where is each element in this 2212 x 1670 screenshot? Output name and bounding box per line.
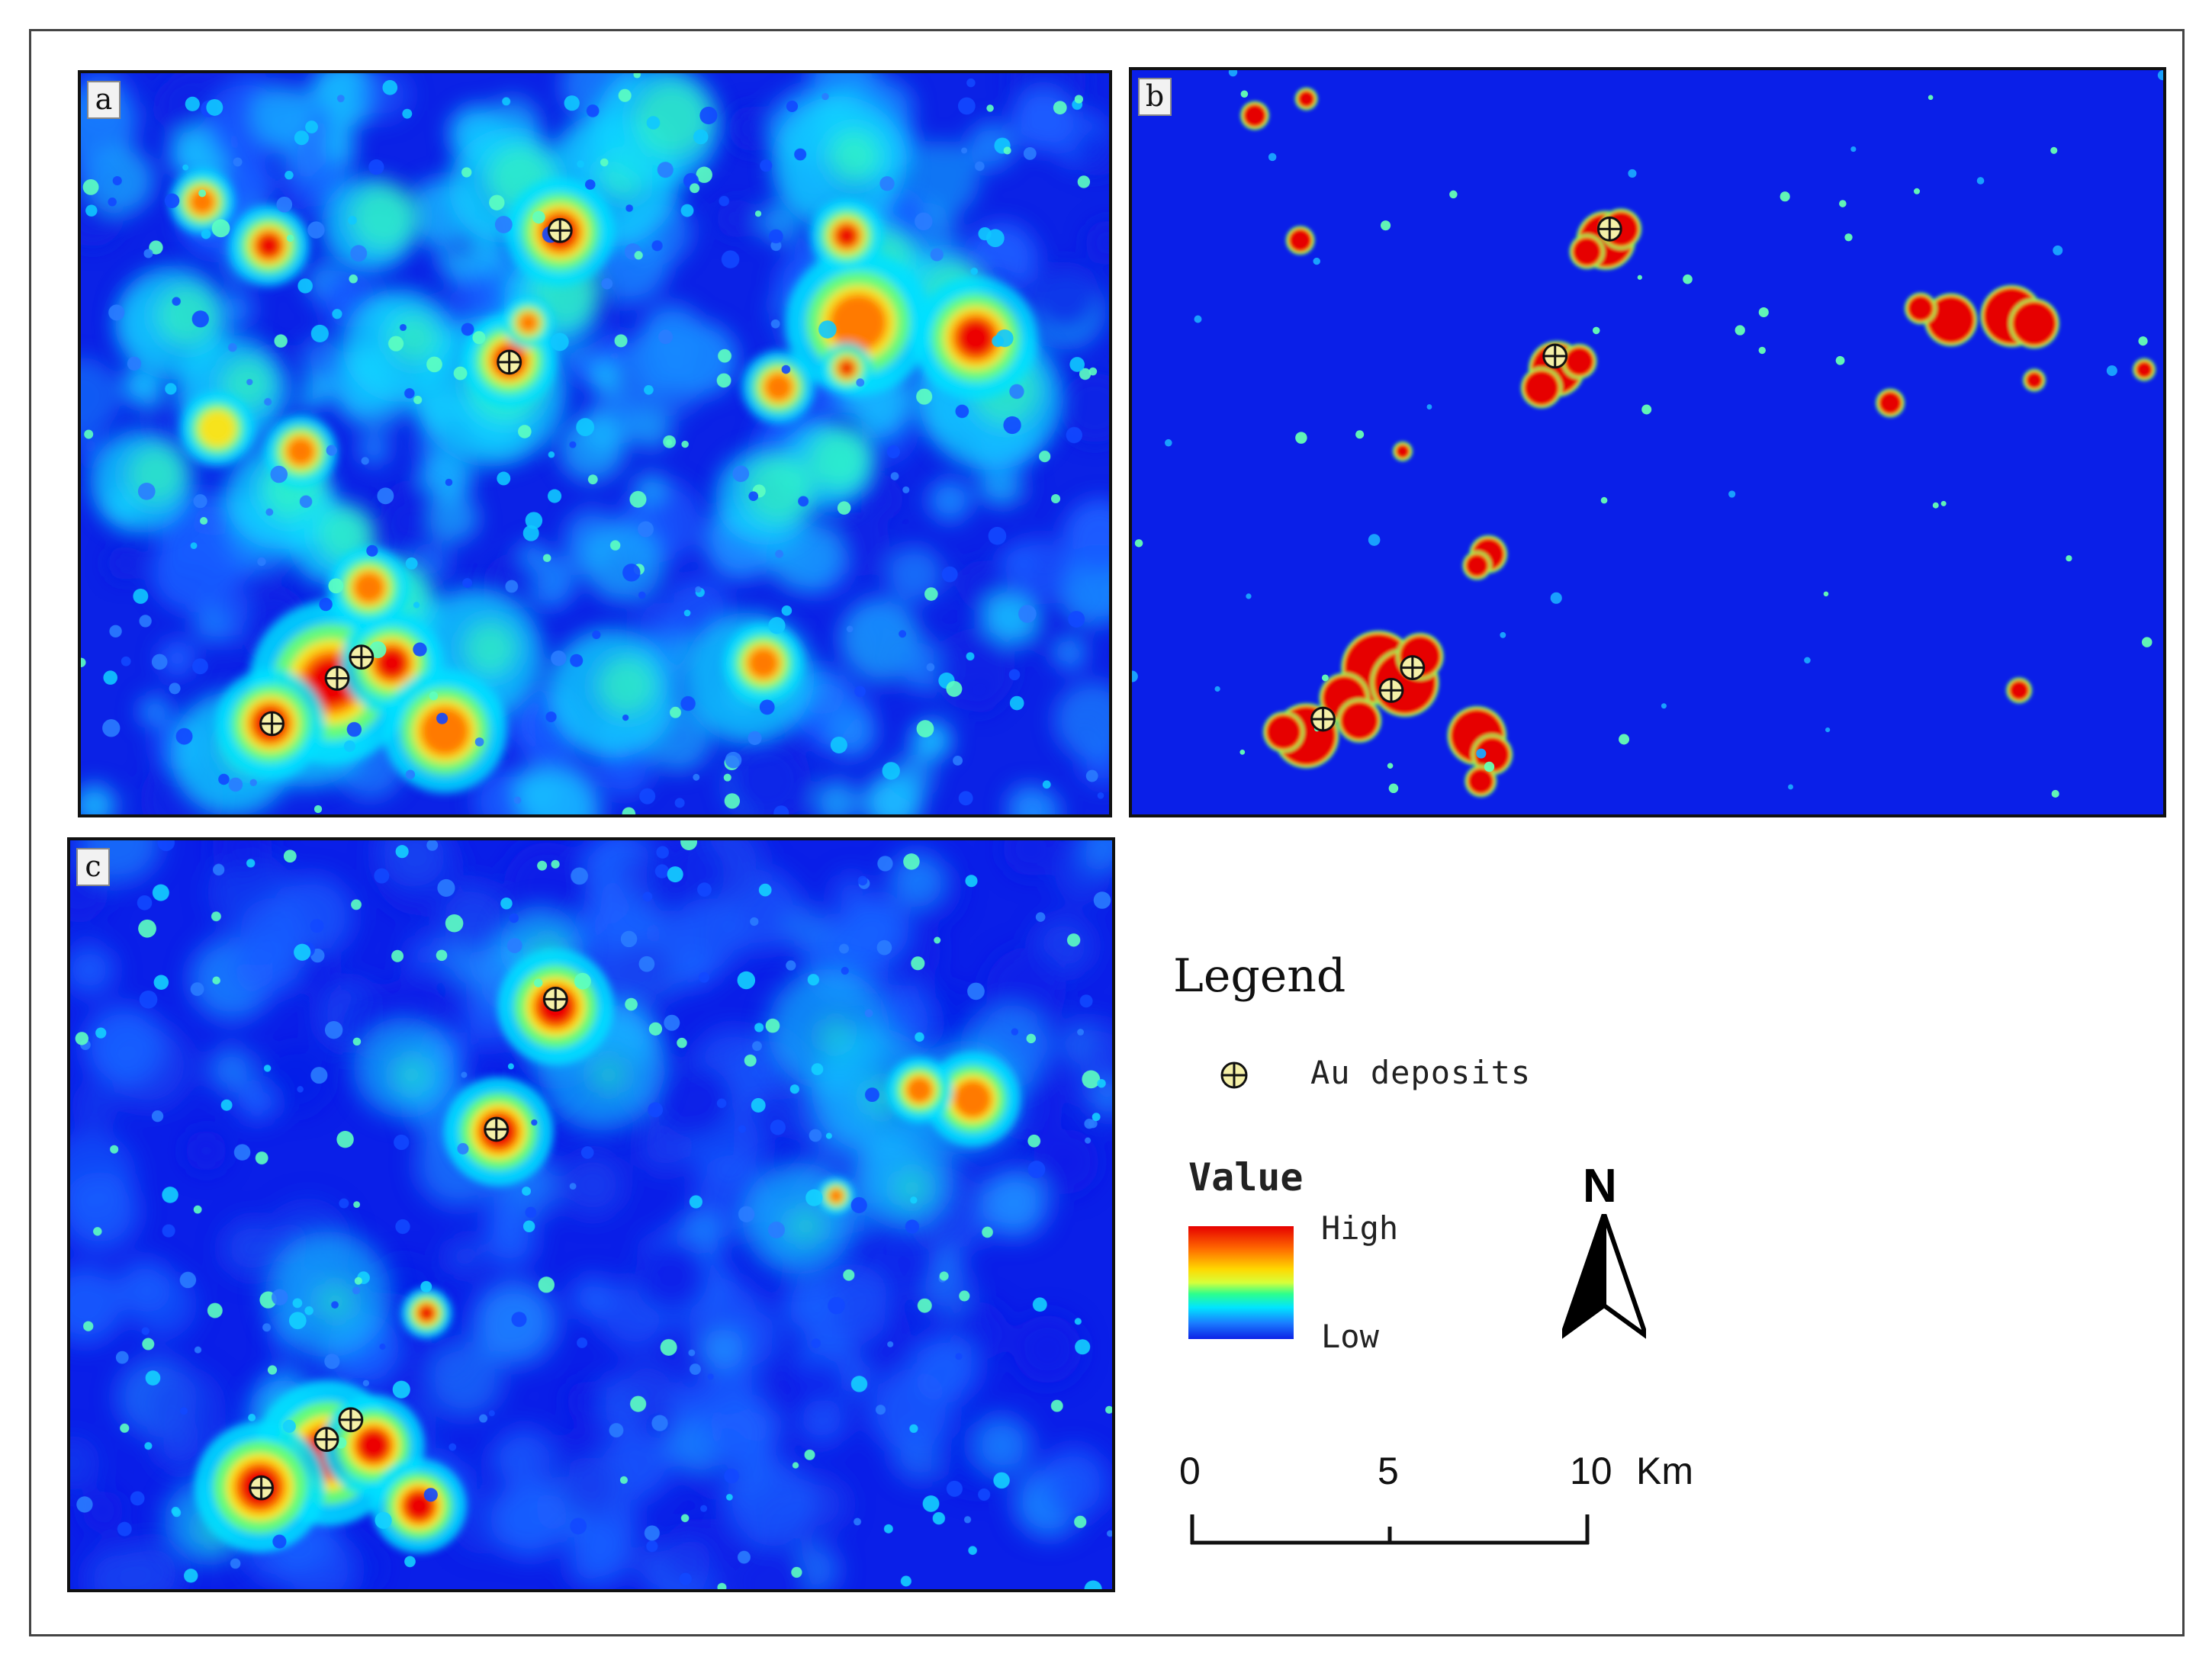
map-a-raster [81,73,1109,814]
north-arrow-icon [1562,1214,1646,1339]
au-deposit-marker [547,217,573,243]
panel-label-b: b [1138,78,1172,116]
north-label: N [1583,1160,1617,1212]
scale-bar: 0 5 10 Km [1179,1449,1724,1556]
map-panel-c: c [67,837,1115,1592]
au-deposit-marker [1378,677,1404,703]
scale-unit: Km [1636,1450,1693,1492]
figure-frame [29,29,2185,1636]
circle-cross-icon [1220,1061,1248,1089]
deposit-legend-label: Au deposits [1310,1054,1532,1091]
map-panel-b: b [1129,67,2166,817]
panel-label-c: c [76,848,110,886]
au-deposit-marker [259,711,285,737]
scale-tick-10: 10 [1570,1450,1612,1492]
scale-tick-0: 0 [1179,1450,1201,1492]
au-deposit-marker [338,1407,364,1433]
value-color-ramp [1188,1226,1294,1339]
au-deposit-marker [1400,655,1426,680]
au-deposit-marker [1596,216,1622,242]
au-deposit-marker [349,644,375,670]
ramp-low-label: Low [1321,1318,1379,1355]
au-deposit-marker [249,1475,274,1501]
au-deposit-marker [1310,706,1336,732]
au-deposit-marker [1542,343,1568,369]
scale-bar-line [1190,1514,1590,1545]
map-panel-a: a [78,70,1112,817]
au-deposit-marker [313,1427,339,1452]
au-deposit-marker [324,666,350,691]
legend-title: Legend [1173,949,1346,1003]
scale-tick-5: 5 [1378,1450,1399,1492]
panel-label-a: a [87,81,121,119]
map-b-raster [1132,70,2163,814]
au-deposit-marker [497,349,522,375]
au-deposit-marker [484,1116,510,1142]
ramp-high-label: High [1321,1209,1399,1247]
value-legend-title: Value [1188,1155,1304,1200]
map-c-raster [70,840,1112,1589]
au-deposit-marker [542,986,568,1012]
